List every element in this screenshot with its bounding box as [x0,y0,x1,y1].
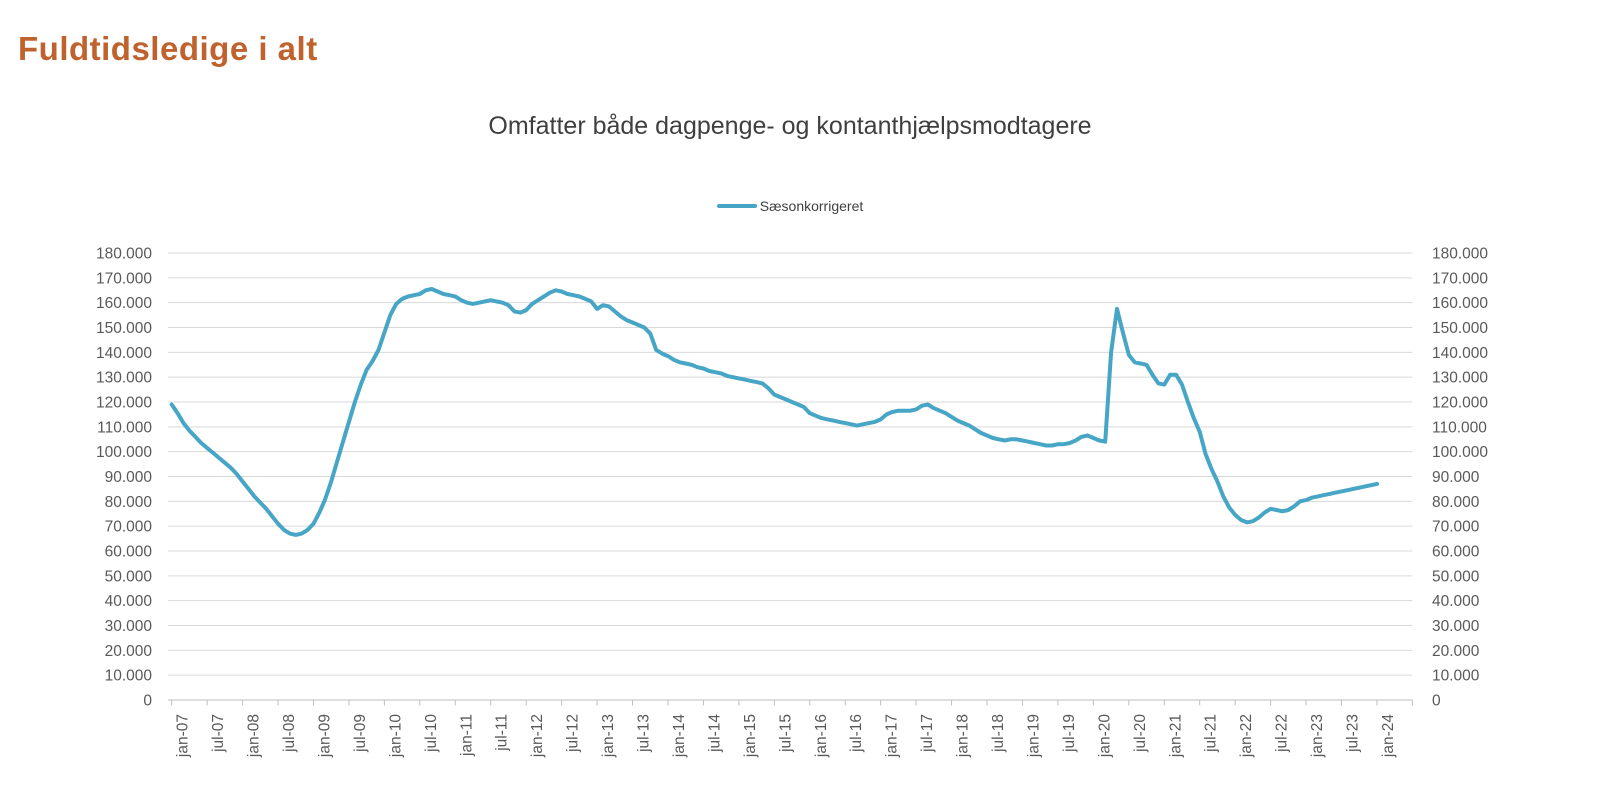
legend-line-swatch-icon [716,204,757,208]
x-axis-tick-label: jul-15 [777,714,794,753]
x-axis-tick-label: jan-23 [1309,714,1326,758]
y-axis-tick-label: 60.000 [105,544,153,561]
y-axis-tick-label: 150.000 [96,320,152,337]
x-axis-tick-label: jul-17 [919,714,936,753]
x-axis-tick-label: jul-07 [210,714,227,753]
y-axis-tick-label: 150.000 [1432,320,1488,337]
x-axis-tick-label: jul-11 [494,714,511,752]
legend-label: Sæsonkorrigeret [759,198,864,214]
x-axis-tick-label: jan-07 [175,714,192,758]
y-axis-tick-label: 140.000 [1432,345,1488,362]
y-axis-tick-label: 10.000 [1432,668,1480,685]
x-axis-tick-label: jan-21 [1167,714,1184,758]
x-axis-tick-label: jul-12 [565,714,582,753]
y-axis-labels-left: 0 10.000 20.000 30.000 40.000 50.000 60.000 70.… [96,246,152,710]
y-axis-tick-label: 60.000 [1432,544,1480,561]
x-axis-tick-label: jan-19 [1025,714,1042,758]
x-axis-tick-label: jul-18 [990,714,1007,753]
x-axis-tick-label: jan-16 [813,714,830,758]
y-axis-tick-label: 120.000 [1432,395,1488,412]
y-axis-tick-label: 20.000 [1432,643,1480,660]
x-axis-tick-label: jan-10 [387,714,404,758]
x-axis-tick-label: jan-12 [529,714,546,758]
y-axis-tick-label: 160.000 [1432,295,1488,312]
x-axis-tick-label: jan-22 [1238,714,1255,758]
y-axis-tick-label: 180.000 [1432,246,1488,263]
y-axis-tick-label: 70.000 [1432,519,1480,536]
gridlines [168,252,1413,676]
y-axis-labels-right: 0 10.000 20.000 30.000 40.000 50.000 60.000 70.… [1432,246,1488,710]
y-axis-tick-label: 10.000 [105,668,153,685]
chart-subtitle: Omfatter både dagpenge- og kontanthjælps… [488,112,1092,140]
x-axis-tick-label: jul-23 [1345,714,1362,753]
x-axis-tick-label: jan-20 [1096,714,1113,758]
x-axis-tick-label: jan-11 [458,714,475,757]
y-axis-tick-label: 90.000 [1432,469,1480,486]
y-axis-tick-label: 50.000 [1432,568,1480,585]
x-axis-tick-label: jul-13 [636,714,653,753]
y-axis-tick-label: 30.000 [105,618,153,635]
x-axis-tick-label: jul-14 [706,714,723,753]
y-axis-tick-label: 170.000 [1432,270,1488,287]
series-line-saesonkorrigeret [169,287,1379,537]
x-axis-tick-label: jul-09 [352,714,369,753]
x-axis-tick-label: jan-08 [246,714,263,758]
y-axis-tick-label: 80.000 [1432,494,1480,511]
x-axis-tick-label: jan-09 [316,714,333,758]
x-axis-tick-label: jan-13 [600,714,617,758]
y-axis-tick-label: 0 [143,693,152,710]
y-axis-tick-label: 50.000 [105,568,153,585]
y-axis-tick-label: 130.000 [96,370,152,387]
x-axis-tick-label: jul-08 [281,714,298,753]
y-axis-tick-label: 140.000 [96,345,152,362]
x-axis-labels: jan-07 jul-07 jan-08 jul-08 jan-09 jul-09 jan-… [175,714,1397,758]
y-axis-tick-label: 30.000 [1432,618,1480,635]
x-axis-tick-label: jan-24 [1380,714,1397,758]
y-axis-tick-label: 80.000 [105,494,153,511]
x-axis-tick-label: jan-14 [671,714,688,758]
y-axis-tick-label: 120.000 [96,395,152,412]
x-axis-tick-label: jul-10 [423,714,440,753]
x-axis-tick-label: jul-20 [1132,714,1149,753]
x-axis-tick-label: jul-16 [848,714,865,753]
y-axis-tick-label: 110.000 [97,419,152,436]
page-title: Fuldtidsledige i alt [18,30,318,67]
y-axis-tick-label: 130.000 [1432,370,1488,387]
y-axis-tick-label: 100.000 [1432,444,1488,461]
x-axis-tick-label: jul-22 [1274,714,1291,753]
y-axis-tick-label: 100.000 [96,444,152,461]
y-axis-tick-label: 90.000 [105,469,153,486]
y-axis-tick-label: 0 [1432,693,1441,710]
y-axis-tick-label: 40.000 [1432,593,1480,610]
y-axis-tick-label: 70.000 [105,519,153,536]
x-axis-tick-label: jul-21 [1203,714,1220,753]
y-axis-tick-label: 20.000 [105,643,153,660]
x-axis-tick-label: jan-17 [884,714,901,758]
x-axis-tick-label: jan-15 [742,714,759,758]
x-axis-tick-label: jul-19 [1061,714,1078,753]
y-axis-tick-label: 180.000 [96,246,152,263]
y-axis-tick-label: 170.000 [96,270,152,287]
x-axis [168,699,1413,706]
y-axis-tick-label: 40.000 [105,593,153,610]
y-axis-tick-label: 160.000 [96,295,152,312]
x-axis-tick-label: jan-18 [955,714,972,758]
y-axis-tick-label: 110.000 [1432,419,1487,436]
legend: Sæsonkorrigeret [168,198,1412,214]
